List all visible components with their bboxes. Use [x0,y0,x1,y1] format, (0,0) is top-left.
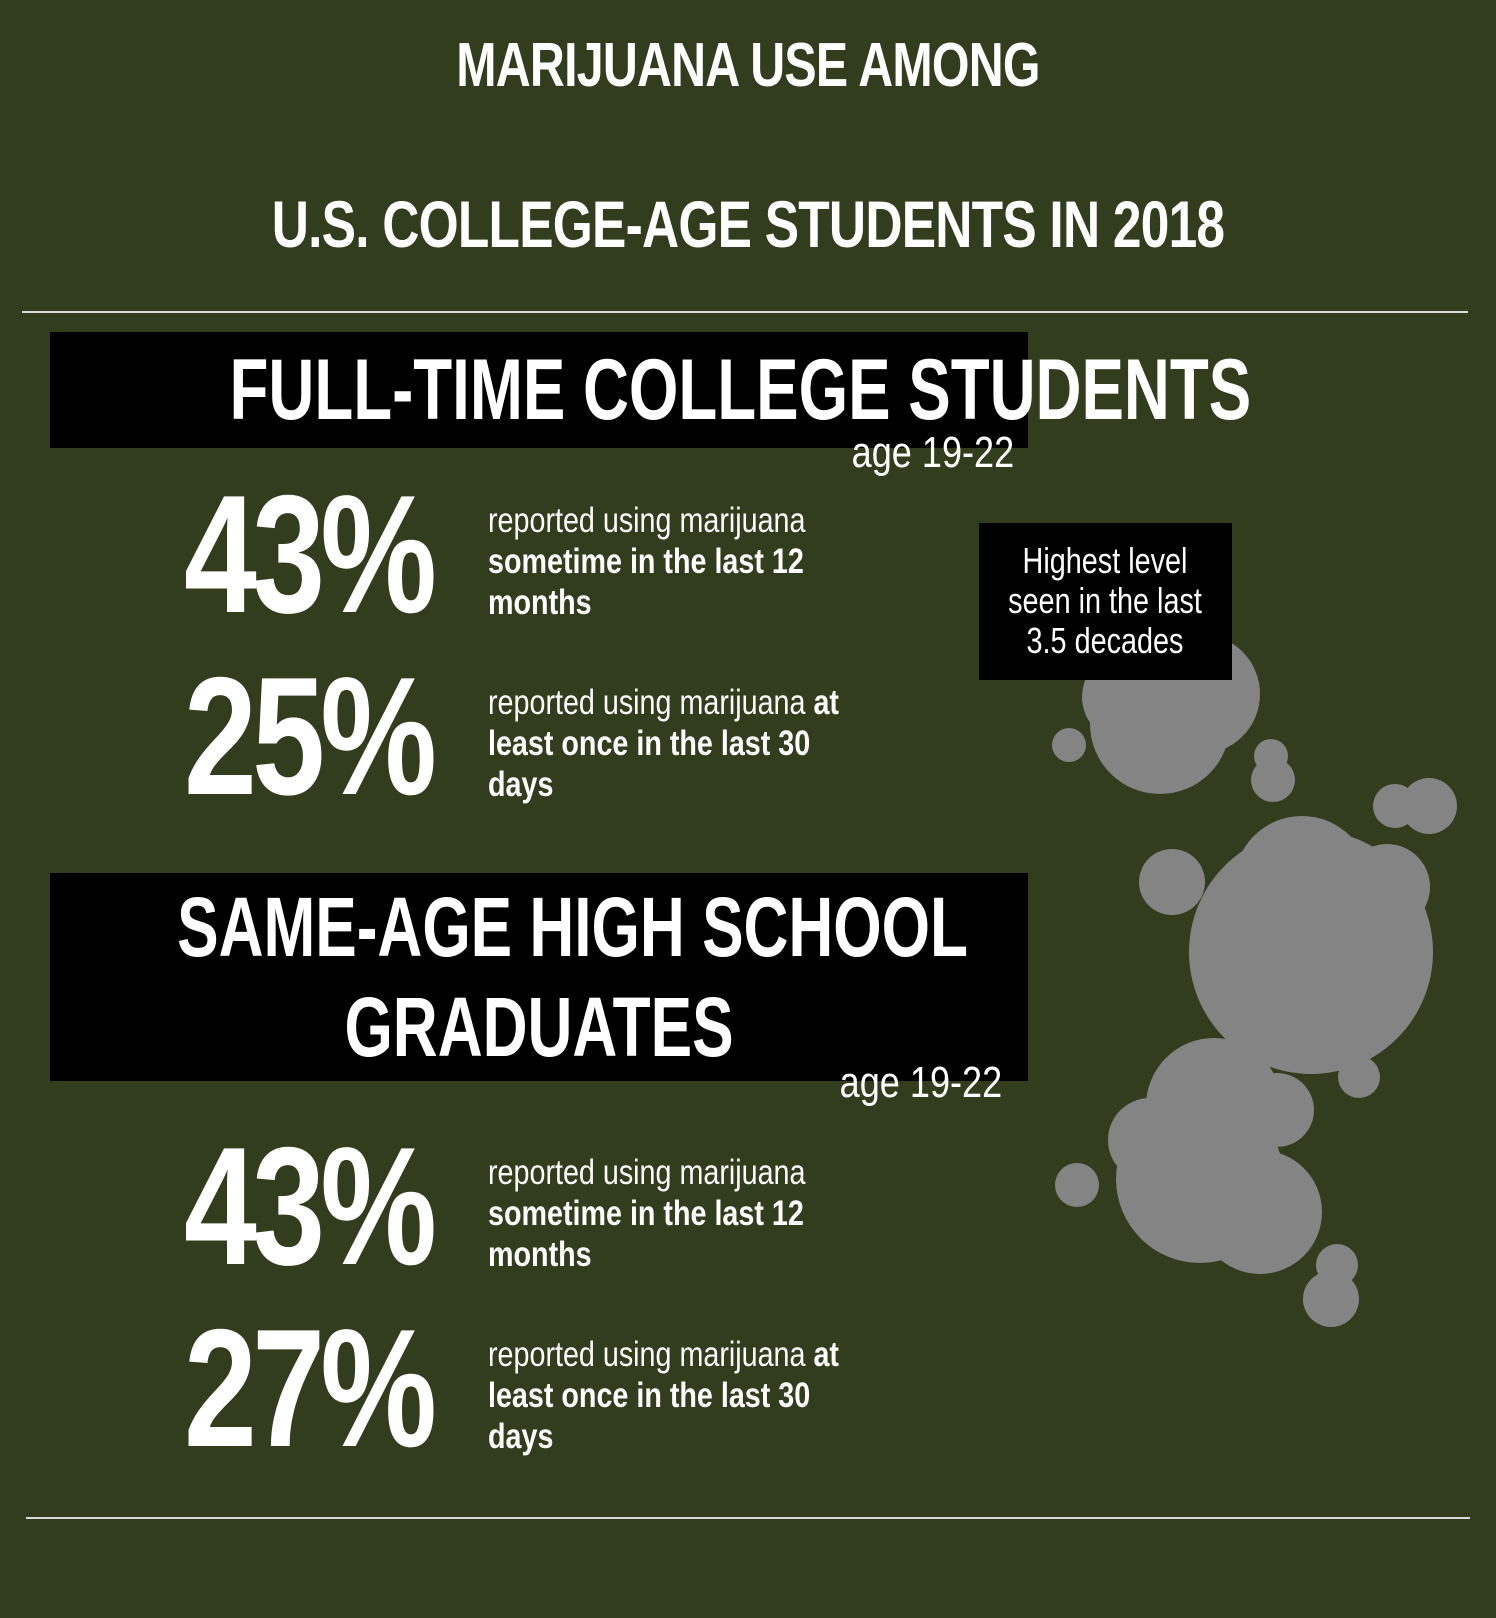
stat-desc-hs-12-months: reported using marijuana sometime in the… [488,1152,873,1275]
section-header-hs-line-2: GRADUATES [344,980,734,1074]
stat-desc-bold: sometime in the last 12 months [488,542,804,622]
bottom-divider [26,1517,1470,1519]
stat-value-hs-12-months: 43% [184,1112,437,1300]
stat-desc-bold: at least once in the last 30 days [488,683,839,804]
title-line-2: U.S. COLLEGE-AGE STUDENTS IN 2018 [271,187,1225,261]
stat-desc-bold: sometime in the last 12 months [488,1194,804,1274]
stat-desc-college-12-months: reported using marijuana sometime in the… [488,500,873,623]
section-header-college: FULL-TIME COLLEGE STUDENTS [50,332,1251,448]
age-label-college: age 19-22 [851,428,1014,477]
title-line-1: MARIJUANA USE AMONG [456,31,1040,100]
stat-desc-plain: reported using marijuana [488,683,814,722]
callout-line-2: seen in the last [1008,580,1202,621]
stat-desc-hs-30-days: reported using marijuana at least once i… [488,1334,873,1457]
stat-desc-college-30-days: reported using marijuana at least once i… [488,682,873,805]
stat-desc-plain: reported using marijuana [488,501,806,540]
callout-text: Highest level seen in the last 3.5 decad… [985,541,1225,661]
section-header-hs-line-1: SAME-AGE HIGH SCHOOL [177,880,968,974]
stat-desc-plain: reported using marijuana [488,1153,806,1192]
callout-line-1: Highest level [1022,540,1188,581]
stat-value-college-12-months: 43% [184,460,437,648]
callout-highest-level: Highest level seen in the last 3.5 decad… [979,523,1232,680]
stat-desc-bold: at least once in the last 30 days [488,1335,839,1456]
stat-desc-plain: reported using marijuana [488,1335,814,1374]
section-header-hs-graduates: SAME-AGE HIGH SCHOOL GRADUATES [50,873,1028,1081]
stat-value-college-30-days: 25% [184,642,437,830]
top-divider [22,311,1468,313]
stat-value-hs-30-days: 27% [184,1294,437,1482]
section-header-college-text: FULL-TIME COLLEGE STUDENTS [229,342,1252,438]
callout-line-3: 3.5 decades [1026,620,1184,661]
age-label-hs-graduates: age 19-22 [839,1058,1002,1107]
